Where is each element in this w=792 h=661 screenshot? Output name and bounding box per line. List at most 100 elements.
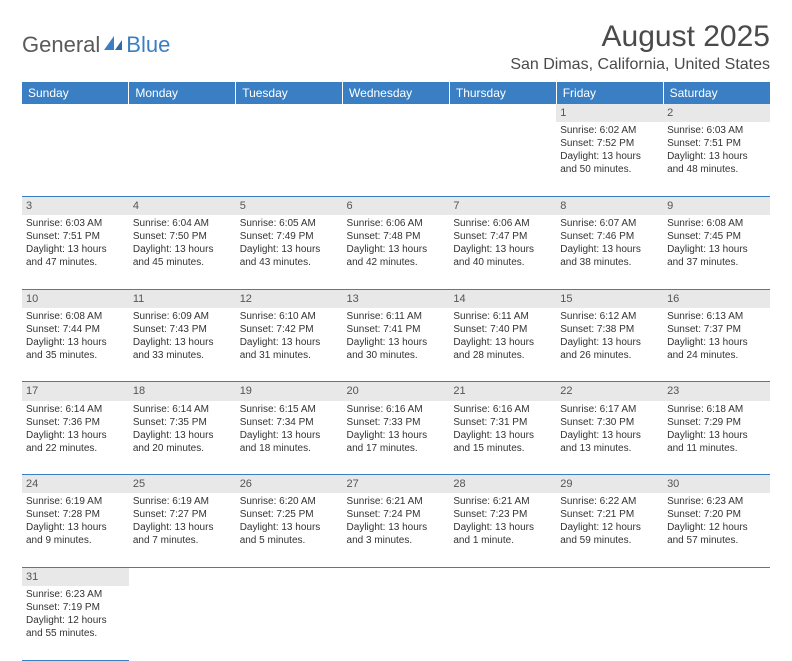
day-cell-line: Sunset: 7:28 PM bbox=[26, 508, 125, 521]
day-cell-line: and 38 minutes. bbox=[560, 256, 659, 269]
weekday-header-row: Sunday Monday Tuesday Wednesday Thursday… bbox=[22, 82, 770, 104]
logo: General Blue bbox=[22, 32, 170, 58]
weekday-header: Saturday bbox=[663, 82, 770, 104]
day-number-row: 3456789 bbox=[22, 196, 770, 215]
day-cell: Sunrise: 6:21 AMSunset: 7:24 PMDaylight:… bbox=[343, 493, 450, 567]
day-cell-line: Sunset: 7:36 PM bbox=[26, 416, 125, 429]
day-number: 27 bbox=[343, 475, 450, 494]
day-cell: Sunrise: 6:19 AMSunset: 7:27 PMDaylight:… bbox=[129, 493, 236, 567]
day-cell-line: Daylight: 13 hours bbox=[26, 429, 125, 442]
day-cell-line: Sunset: 7:35 PM bbox=[133, 416, 232, 429]
day-cell-line: Daylight: 13 hours bbox=[560, 336, 659, 349]
day-number: 18 bbox=[129, 382, 236, 401]
day-cell-line: and 17 minutes. bbox=[347, 442, 446, 455]
day-cell-line: Daylight: 13 hours bbox=[240, 243, 339, 256]
day-cell-line: and 18 minutes. bbox=[240, 442, 339, 455]
day-cell-line: and 1 minute. bbox=[453, 534, 552, 547]
day-cell: Sunrise: 6:08 AMSunset: 7:45 PMDaylight:… bbox=[663, 215, 770, 289]
day-cell: Sunrise: 6:06 AMSunset: 7:48 PMDaylight:… bbox=[343, 215, 450, 289]
day-cell-line: and 13 minutes. bbox=[560, 442, 659, 455]
day-cell-line: and 35 minutes. bbox=[26, 349, 125, 362]
day-number: 30 bbox=[663, 475, 770, 494]
day-cell-line: Daylight: 13 hours bbox=[453, 521, 552, 534]
day-cell-line: Sunrise: 6:17 AM bbox=[560, 403, 659, 416]
calendar-table: Sunday Monday Tuesday Wednesday Thursday… bbox=[22, 82, 770, 661]
day-cell-line: Daylight: 13 hours bbox=[667, 243, 766, 256]
day-cell-line: and 7 minutes. bbox=[133, 534, 232, 547]
day-cell-line: and 24 minutes. bbox=[667, 349, 766, 362]
day-number: 16 bbox=[663, 289, 770, 308]
day-cell-line: Daylight: 13 hours bbox=[347, 429, 446, 442]
day-cell-line: Daylight: 13 hours bbox=[560, 150, 659, 163]
title-block: August 2025 San Dimas, California, Unite… bbox=[510, 20, 770, 74]
day-cell-line: and 28 minutes. bbox=[453, 349, 552, 362]
day-cell-line: Sunrise: 6:11 AM bbox=[347, 310, 446, 323]
day-cell: Sunrise: 6:18 AMSunset: 7:29 PMDaylight:… bbox=[663, 401, 770, 475]
day-cell-line: Sunset: 7:37 PM bbox=[667, 323, 766, 336]
day-number bbox=[556, 567, 663, 586]
day-cell-line: and 37 minutes. bbox=[667, 256, 766, 269]
day-cell-line: Sunrise: 6:19 AM bbox=[133, 495, 232, 508]
day-number bbox=[22, 104, 129, 122]
day-cell-line: Sunrise: 6:09 AM bbox=[133, 310, 232, 323]
day-cell-line: and 42 minutes. bbox=[347, 256, 446, 269]
day-cell-line: and 50 minutes. bbox=[560, 163, 659, 176]
day-cell: Sunrise: 6:15 AMSunset: 7:34 PMDaylight:… bbox=[236, 401, 343, 475]
day-cell: Sunrise: 6:11 AMSunset: 7:41 PMDaylight:… bbox=[343, 308, 450, 382]
day-cell: Sunrise: 6:03 AMSunset: 7:51 PMDaylight:… bbox=[663, 122, 770, 196]
day-number: 29 bbox=[556, 475, 663, 494]
day-cell-line: Sunset: 7:45 PM bbox=[667, 230, 766, 243]
day-cell-line: Daylight: 12 hours bbox=[667, 521, 766, 534]
day-cell-line: Sunset: 7:52 PM bbox=[560, 137, 659, 150]
day-cell-line: Daylight: 13 hours bbox=[240, 521, 339, 534]
day-cell-line: Sunrise: 6:07 AM bbox=[560, 217, 659, 230]
day-number: 11 bbox=[129, 289, 236, 308]
day-cell: Sunrise: 6:10 AMSunset: 7:42 PMDaylight:… bbox=[236, 308, 343, 382]
day-cell-line: Sunset: 7:49 PM bbox=[240, 230, 339, 243]
day-cell-line: Daylight: 13 hours bbox=[667, 336, 766, 349]
day-cell-line: and 20 minutes. bbox=[133, 442, 232, 455]
day-cell-line: Daylight: 13 hours bbox=[133, 243, 232, 256]
day-number: 20 bbox=[343, 382, 450, 401]
day-number: 31 bbox=[22, 567, 129, 586]
day-cell-line: Sunset: 7:23 PM bbox=[453, 508, 552, 521]
day-cell-line: Sunrise: 6:16 AM bbox=[347, 403, 446, 416]
day-cell: Sunrise: 6:16 AMSunset: 7:31 PMDaylight:… bbox=[449, 401, 556, 475]
logo-text-2: Blue bbox=[126, 32, 170, 58]
day-number: 4 bbox=[129, 196, 236, 215]
day-cell-line: Sunrise: 6:21 AM bbox=[347, 495, 446, 508]
day-number-row: 10111213141516 bbox=[22, 289, 770, 308]
day-cell bbox=[449, 122, 556, 196]
day-data-row: Sunrise: 6:08 AMSunset: 7:44 PMDaylight:… bbox=[22, 308, 770, 382]
day-number bbox=[236, 104, 343, 122]
day-cell-line: and 3 minutes. bbox=[347, 534, 446, 547]
day-cell-line: Sunrise: 6:11 AM bbox=[453, 310, 552, 323]
day-cell-line: Daylight: 13 hours bbox=[347, 243, 446, 256]
day-cell-line: Sunset: 7:44 PM bbox=[26, 323, 125, 336]
weekday-header: Tuesday bbox=[236, 82, 343, 104]
day-cell-line: Sunset: 7:30 PM bbox=[560, 416, 659, 429]
day-cell-line: Sunset: 7:51 PM bbox=[667, 137, 766, 150]
day-cell-line: Sunset: 7:34 PM bbox=[240, 416, 339, 429]
day-cell: Sunrise: 6:19 AMSunset: 7:28 PMDaylight:… bbox=[22, 493, 129, 567]
day-cell-line: Sunset: 7:50 PM bbox=[133, 230, 232, 243]
day-cell-line: Sunrise: 6:13 AM bbox=[667, 310, 766, 323]
day-cell-line: Daylight: 13 hours bbox=[453, 336, 552, 349]
day-cell-line: Sunset: 7:42 PM bbox=[240, 323, 339, 336]
day-number: 24 bbox=[22, 475, 129, 494]
day-cell-line: Sunset: 7:21 PM bbox=[560, 508, 659, 521]
day-cell-line: Sunrise: 6:10 AM bbox=[240, 310, 339, 323]
day-number: 15 bbox=[556, 289, 663, 308]
day-cell-line: Sunset: 7:51 PM bbox=[26, 230, 125, 243]
day-number: 8 bbox=[556, 196, 663, 215]
day-number: 7 bbox=[449, 196, 556, 215]
day-cell-line: Daylight: 13 hours bbox=[133, 429, 232, 442]
day-cell-line: Sunset: 7:20 PM bbox=[667, 508, 766, 521]
day-data-row: Sunrise: 6:23 AMSunset: 7:19 PMDaylight:… bbox=[22, 586, 770, 660]
day-number bbox=[449, 567, 556, 586]
day-number bbox=[449, 104, 556, 122]
day-number: 21 bbox=[449, 382, 556, 401]
day-cell-line: Sunrise: 6:08 AM bbox=[667, 217, 766, 230]
day-cell-line: Sunset: 7:31 PM bbox=[453, 416, 552, 429]
day-cell: Sunrise: 6:03 AMSunset: 7:51 PMDaylight:… bbox=[22, 215, 129, 289]
